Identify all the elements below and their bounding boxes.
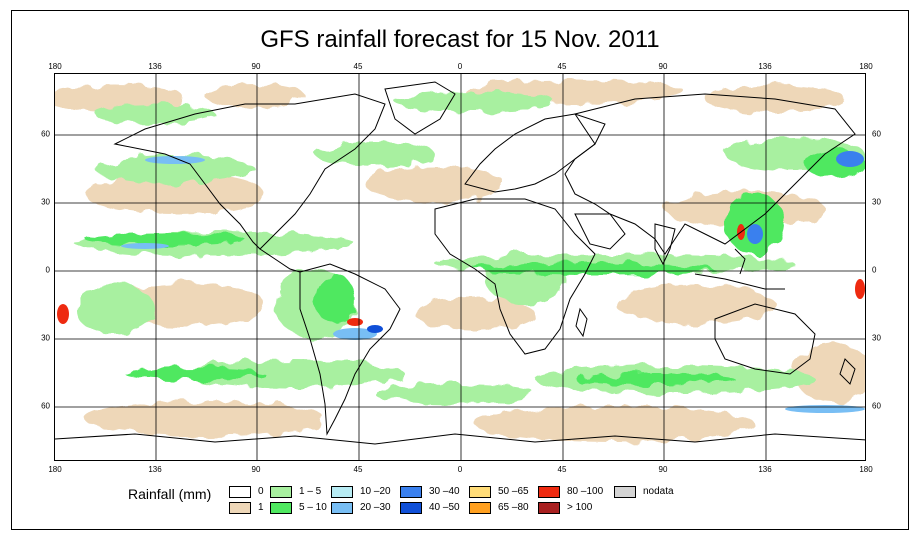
lon-tick-bottom: 45	[353, 465, 363, 474]
lon-tick-bottom: 0	[457, 465, 463, 474]
legend-label: > 100	[567, 502, 593, 513]
lon-tick-top: 45	[557, 62, 567, 71]
legend-swatch	[469, 486, 491, 498]
legend-label: 10 –20	[360, 486, 391, 497]
world-rainfall-map	[54, 73, 866, 461]
lat-tick-right: 60	[872, 129, 881, 139]
legend-swatch	[538, 486, 560, 498]
lon-tick-bottom: 90	[251, 465, 261, 474]
lat-tick-left: 60	[41, 401, 50, 411]
legend-label: 40 –50	[429, 502, 460, 513]
legend-label: 65 –80	[498, 502, 529, 513]
graticule	[55, 74, 865, 460]
legend-swatch	[331, 502, 353, 514]
legend-label: 20 –30	[360, 502, 391, 513]
legend-label: 0	[258, 486, 264, 497]
legend-swatch	[229, 486, 251, 498]
lat-tick-right: 0	[872, 265, 877, 275]
lon-tick-top: 90	[658, 62, 668, 71]
lon-tick-bottom: 180	[48, 465, 62, 474]
legend-label: 50 –65	[498, 486, 529, 497]
lat-tick-left: 0	[45, 265, 50, 275]
lon-tick-top: 136	[148, 62, 162, 71]
rain-field-green	[75, 92, 865, 404]
coastlines	[55, 81, 865, 445]
legend-title: Rainfall (mm)	[128, 486, 212, 502]
legend-label: 30 –40	[429, 486, 460, 497]
legend-label: 5 – 10	[299, 502, 327, 513]
lon-tick-bottom: 90	[658, 465, 668, 474]
lat-tick-right: 30	[872, 333, 881, 343]
lon-tick-bottom: 180	[859, 465, 873, 474]
lon-tick-bottom: 45	[557, 465, 567, 474]
legend-swatch	[538, 502, 560, 514]
lat-tick-right: 60	[872, 401, 881, 411]
figure-frame	[11, 10, 909, 530]
legend-label: 1	[258, 502, 264, 513]
legend-label: 1 – 5	[299, 486, 322, 497]
legend-label: nodata	[643, 486, 674, 497]
legend-swatch	[331, 486, 353, 498]
lon-tick-top: 45	[353, 62, 363, 71]
legend-swatch	[614, 486, 636, 498]
lon-tick-top: 136	[758, 62, 772, 71]
lon-tick-bottom: 136	[758, 465, 772, 474]
legend-swatch	[270, 502, 292, 514]
map-title: GFS rainfall forecast for 15 Nov. 2011	[260, 26, 660, 53]
lon-tick-bottom: 136	[148, 465, 162, 474]
lat-tick-right: 30	[872, 197, 881, 207]
lon-tick-top: 0	[457, 62, 463, 71]
legend-label: 80 –100	[567, 486, 604, 497]
legend-swatch	[400, 486, 422, 498]
lat-tick-left: 60	[41, 129, 50, 139]
rain-field-blue	[121, 151, 865, 413]
lon-tick-top: 180	[859, 62, 873, 71]
legend-swatch	[469, 502, 491, 514]
legend-swatch	[270, 486, 292, 498]
map-canvas	[55, 74, 865, 460]
legend-swatch	[400, 502, 422, 514]
lon-tick-top: 180	[48, 62, 62, 71]
lat-tick-left: 30	[41, 333, 50, 343]
legend-swatch	[229, 502, 251, 514]
lon-tick-top: 90	[251, 62, 261, 71]
lat-tick-left: 30	[41, 197, 50, 207]
